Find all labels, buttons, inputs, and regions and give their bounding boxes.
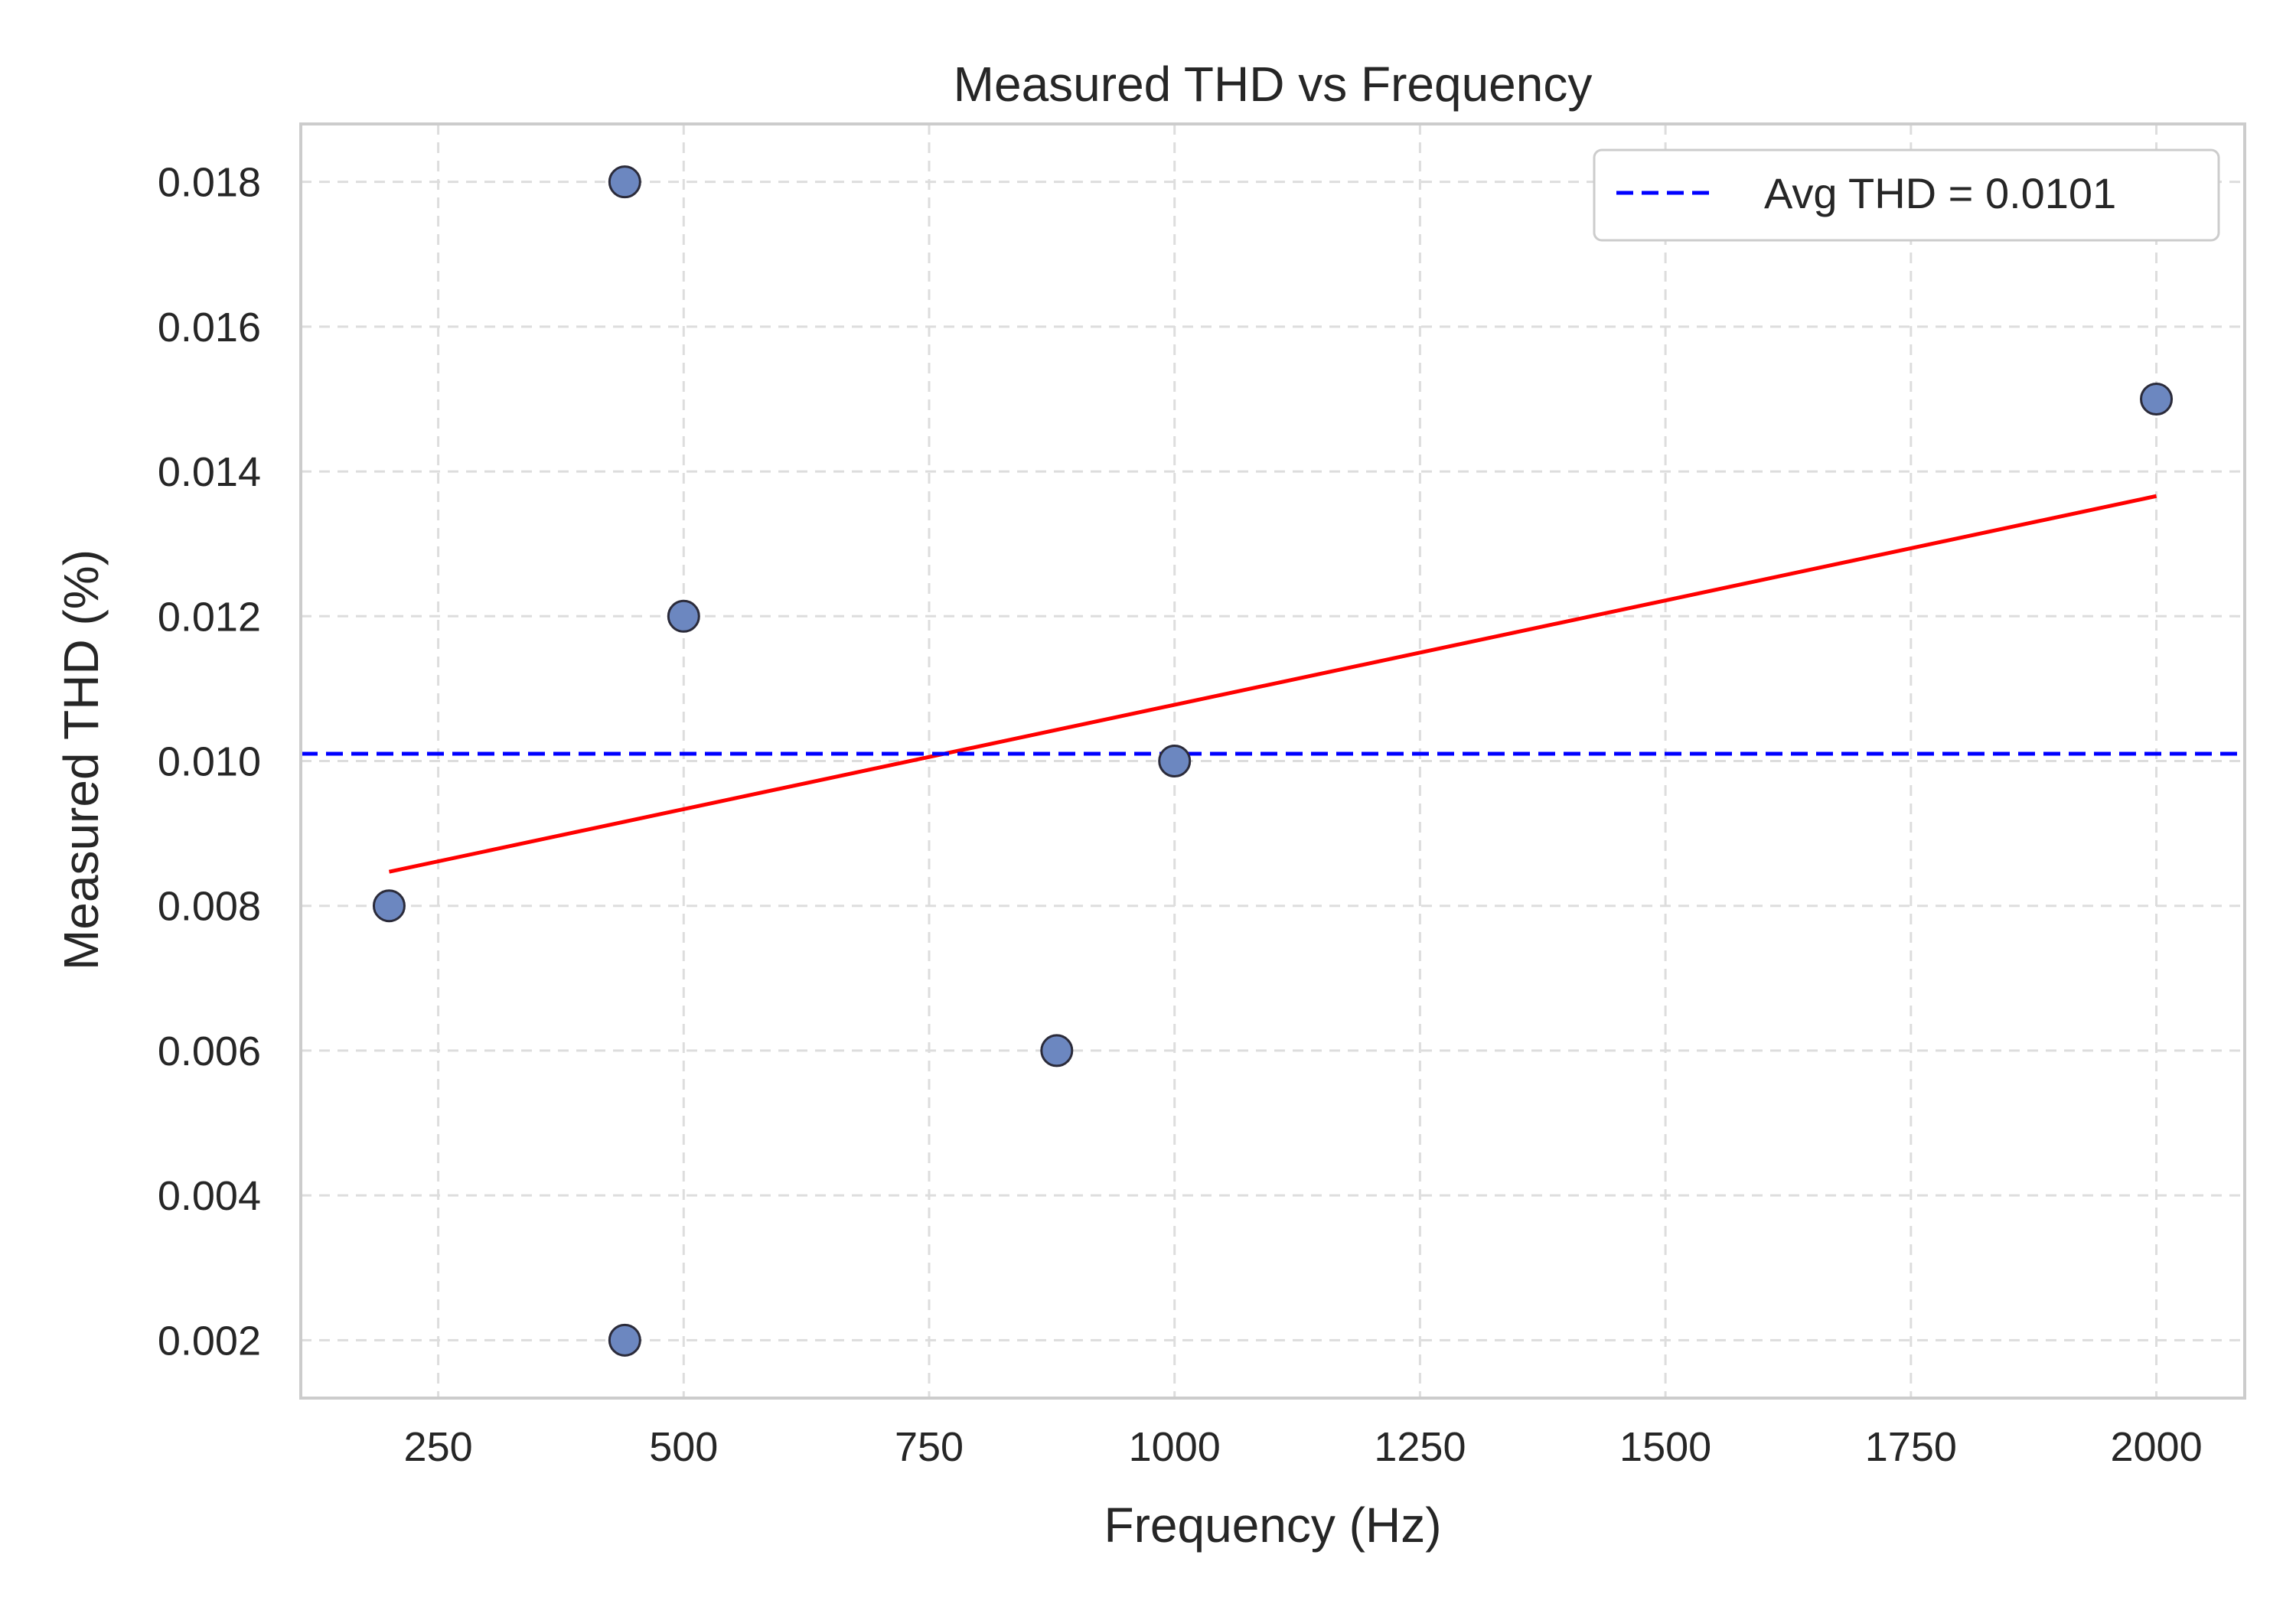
data-point	[667, 599, 700, 633]
data-point	[1040, 1034, 1074, 1068]
data-point	[608, 1323, 641, 1357]
y-tick-label: 0.004	[158, 1173, 261, 1219]
x-tick-label: 1750	[1865, 1424, 1957, 1470]
x-tick-labels: 250 500 750 1000 1250 1500 1750 2000	[404, 1424, 2203, 1470]
chart-title: Measured THD vs Frequency	[954, 57, 1593, 112]
x-axis-title: Frequency (Hz)	[1104, 1498, 1442, 1553]
legend: Avg THD = 0.0101	[1593, 148, 2220, 242]
data-point	[372, 889, 406, 923]
plot-frame	[299, 122, 2246, 1400]
x-tick-label: 500	[649, 1424, 718, 1470]
trend-line-layer	[388, 494, 2157, 874]
x-tick-label: 1250	[1374, 1424, 1466, 1470]
data-point	[2140, 382, 2174, 416]
x-tick-label: 2000	[2110, 1424, 2202, 1470]
x-tick-label: 1000	[1129, 1424, 1221, 1470]
trend-line	[388, 494, 2157, 874]
y-tick-label: 0.002	[158, 1318, 261, 1364]
y-tick-label: 0.012	[158, 594, 261, 640]
data-point	[1158, 745, 1192, 777]
data-points	[372, 165, 2174, 1357]
y-axis-title: Measured THD (%)	[54, 549, 109, 970]
y-tick-label: 0.006	[158, 1028, 261, 1074]
x-tick-label: 750	[895, 1424, 964, 1470]
legend-avg-label: Avg THD = 0.0101	[1764, 169, 2116, 217]
y-tick-label: 0.014	[158, 449, 261, 495]
legend-box	[1593, 148, 2220, 242]
y-tick-label: 0.010	[158, 739, 261, 785]
x-tick-label: 250	[404, 1424, 473, 1470]
data-point	[608, 165, 641, 199]
y-tick-label: 0.016	[158, 305, 261, 350]
y-tick-label: 0.008	[158, 884, 261, 930]
y-tick-label: 0.018	[158, 160, 261, 206]
x-tick-label: 1500	[1619, 1424, 1711, 1470]
y-tick-labels: 0.002 0.004 0.006 0.008 0.010 0.012 0.014 0.016…	[158, 160, 261, 1364]
